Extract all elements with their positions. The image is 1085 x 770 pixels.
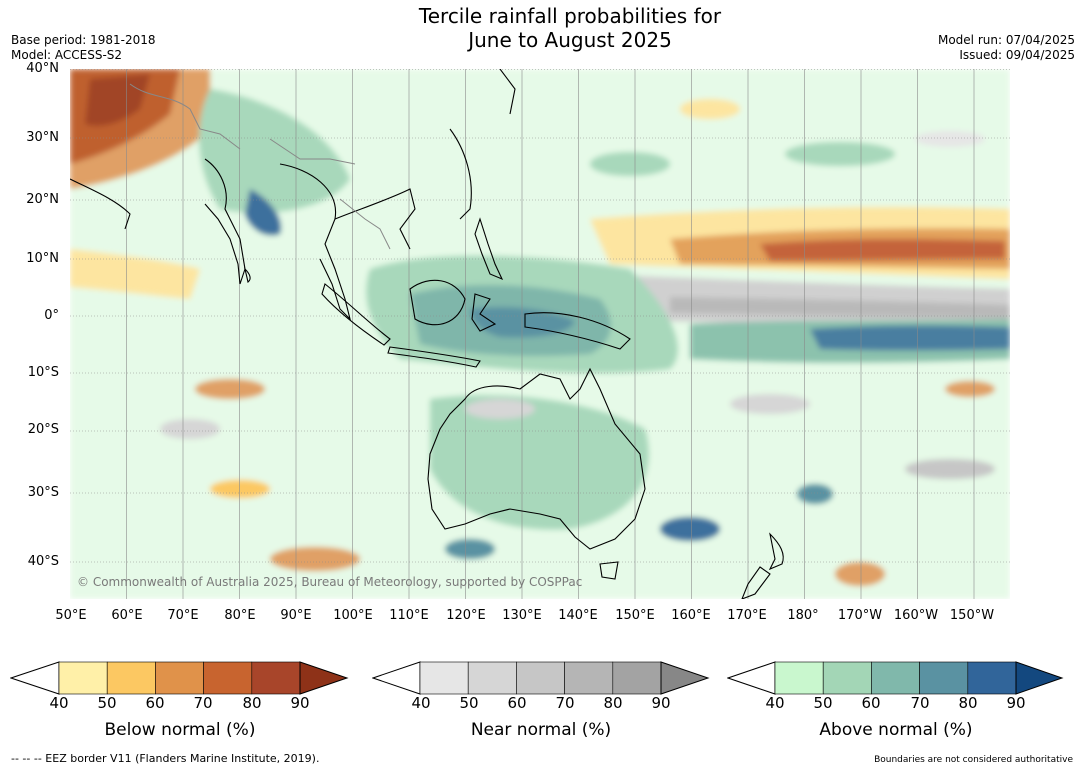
colorbar-above-min-extend bbox=[727, 661, 776, 695]
colorbar-above-bin-2 bbox=[822, 661, 872, 695]
colorbar-near-min-extend bbox=[372, 661, 421, 695]
issued-text: Issued: 09/04/2025 bbox=[959, 48, 1075, 62]
colorbar-near-normal bbox=[372, 661, 712, 695]
lon-label-180: 180° bbox=[787, 608, 819, 623]
lon-label-50e: 50°E bbox=[55, 608, 87, 623]
colorbar-near-bin-2 bbox=[467, 661, 517, 695]
colorbar-near-tick: 40 bbox=[411, 694, 431, 712]
lon-label-120e: 120°E bbox=[446, 608, 486, 623]
lon-label-150e: 150°E bbox=[615, 608, 655, 623]
colorbar-near-tick: 90 bbox=[651, 694, 671, 712]
lon-label-170e: 170°E bbox=[727, 608, 767, 623]
lat-label-30s: 30°S bbox=[27, 485, 59, 500]
colorbar-below-normal bbox=[10, 661, 350, 695]
copyright-notice: © Commonwealth of Australia 2025, Bureau… bbox=[77, 575, 583, 589]
colorbar-below-bin-3 bbox=[155, 661, 204, 695]
colorbar-above-tick: 40 bbox=[765, 694, 785, 712]
colorbar-below-tick: 80 bbox=[242, 694, 262, 712]
lat-label-20s: 20°S bbox=[27, 422, 59, 437]
boundary-disclaimer: Boundaries are not considered authoritat… bbox=[874, 755, 1073, 765]
lat-label-40s: 40°S bbox=[27, 554, 59, 569]
header-right: Model run: 07/04/2025 Issued: 09/04/2025 bbox=[938, 33, 1075, 63]
colorbar-below-bin-4 bbox=[203, 661, 253, 695]
colorbar-below-label: Below normal (%) bbox=[104, 720, 256, 740]
lon-label-80e: 80°E bbox=[224, 608, 256, 623]
colorbar-below-bin-2 bbox=[106, 661, 156, 695]
lon-label-90e: 90°E bbox=[280, 608, 312, 623]
map-canvas bbox=[70, 69, 1010, 599]
colorbar-near-tick: 60 bbox=[507, 694, 527, 712]
colorbar-below-bin-1 bbox=[58, 661, 108, 695]
colorbar-near-bin-3 bbox=[516, 661, 565, 695]
colorbar-near-tick: 70 bbox=[555, 694, 575, 712]
colorbar-above-tick: 90 bbox=[1006, 694, 1026, 712]
colorbar-below-bin-5 bbox=[251, 661, 301, 695]
colorbar-above-tick: 60 bbox=[861, 694, 881, 712]
lat-label-10s: 10°S bbox=[27, 365, 59, 380]
lat-label-20n: 20°N bbox=[26, 192, 59, 207]
lon-label-70e: 70°E bbox=[167, 608, 199, 623]
model-run-text: Model run: 07/04/2025 bbox=[937, 33, 1075, 47]
colorbar-near-max-extend bbox=[660, 661, 710, 695]
colorbar-above-bin-5 bbox=[967, 661, 1017, 695]
colorbar-above-tick: 80 bbox=[958, 694, 978, 712]
probability-map bbox=[70, 69, 1010, 599]
colorbar-below-max-extend bbox=[299, 661, 349, 695]
title-line-1: Tercile rainfall probabilities for bbox=[418, 4, 722, 28]
eez-border-note: -- -- -- EEZ border V11 (Flanders Marine… bbox=[11, 752, 320, 765]
colorbar-above-tick: 50 bbox=[813, 694, 833, 712]
lon-label-160e: 160°E bbox=[671, 608, 711, 623]
colorbar-near-bin-1 bbox=[419, 661, 469, 695]
lon-label-60e: 60°E bbox=[111, 608, 143, 623]
title-line-2: June to August 2025 bbox=[468, 28, 672, 52]
map-meridians bbox=[126, 69, 975, 599]
colorbar-above-normal bbox=[727, 661, 1067, 695]
colorbar-near-label: Near normal (%) bbox=[470, 720, 612, 740]
lon-label-140e: 140°E bbox=[558, 608, 598, 623]
colorbar-above-tick: 70 bbox=[910, 694, 930, 712]
colorbar-below-tick: 90 bbox=[290, 694, 310, 712]
coastlines bbox=[70, 69, 784, 599]
colorbar-near-bin-4 bbox=[564, 661, 614, 695]
lon-label-160w: 160°W bbox=[893, 608, 939, 623]
lat-label-40n: 40°N bbox=[26, 61, 59, 76]
colorbar-below-tick: 70 bbox=[193, 694, 213, 712]
colorbar-above-bin-3 bbox=[871, 661, 920, 695]
lat-label-30n: 30°N bbox=[26, 130, 59, 145]
colorbar-near-bin-5 bbox=[612, 661, 662, 695]
colorbar-above-bin-4 bbox=[919, 661, 969, 695]
colorbar-below-tick: 40 bbox=[49, 694, 69, 712]
lon-label-110e: 110°E bbox=[389, 608, 429, 623]
map-title: Tercile rainfall probabilities for June … bbox=[300, 4, 840, 52]
lat-label-0: 0° bbox=[44, 308, 59, 323]
colorbar-near-tick: 50 bbox=[459, 694, 479, 712]
base-period-text: Base period: 1981-2018 bbox=[11, 33, 156, 47]
lon-label-170w: 170°W bbox=[837, 608, 883, 623]
lat-label-10n: 10°N bbox=[26, 251, 59, 266]
colorbar-above-max-extend bbox=[1015, 661, 1064, 695]
lon-label-150w: 150°W bbox=[949, 608, 995, 623]
lon-label-130e: 130°E bbox=[502, 608, 542, 623]
colorbar-near-tick: 80 bbox=[603, 694, 623, 712]
model-text: Model: ACCESS-S2 bbox=[11, 48, 123, 62]
colorbar-above-label: Above normal (%) bbox=[819, 720, 973, 740]
colorbar-below-min-extend bbox=[10, 661, 60, 695]
colorbar-below-tick: 60 bbox=[145, 694, 165, 712]
map-gridlines bbox=[70, 69, 1010, 563]
lon-label-100e: 100°E bbox=[333, 608, 373, 623]
colorbar-below-tick: 50 bbox=[97, 694, 117, 712]
colorbar-above-bin-1 bbox=[774, 661, 824, 695]
header-left: Base period: 1981-2018 Model: ACCESS-S2 bbox=[11, 33, 156, 63]
country-borders bbox=[129, 83, 391, 250]
